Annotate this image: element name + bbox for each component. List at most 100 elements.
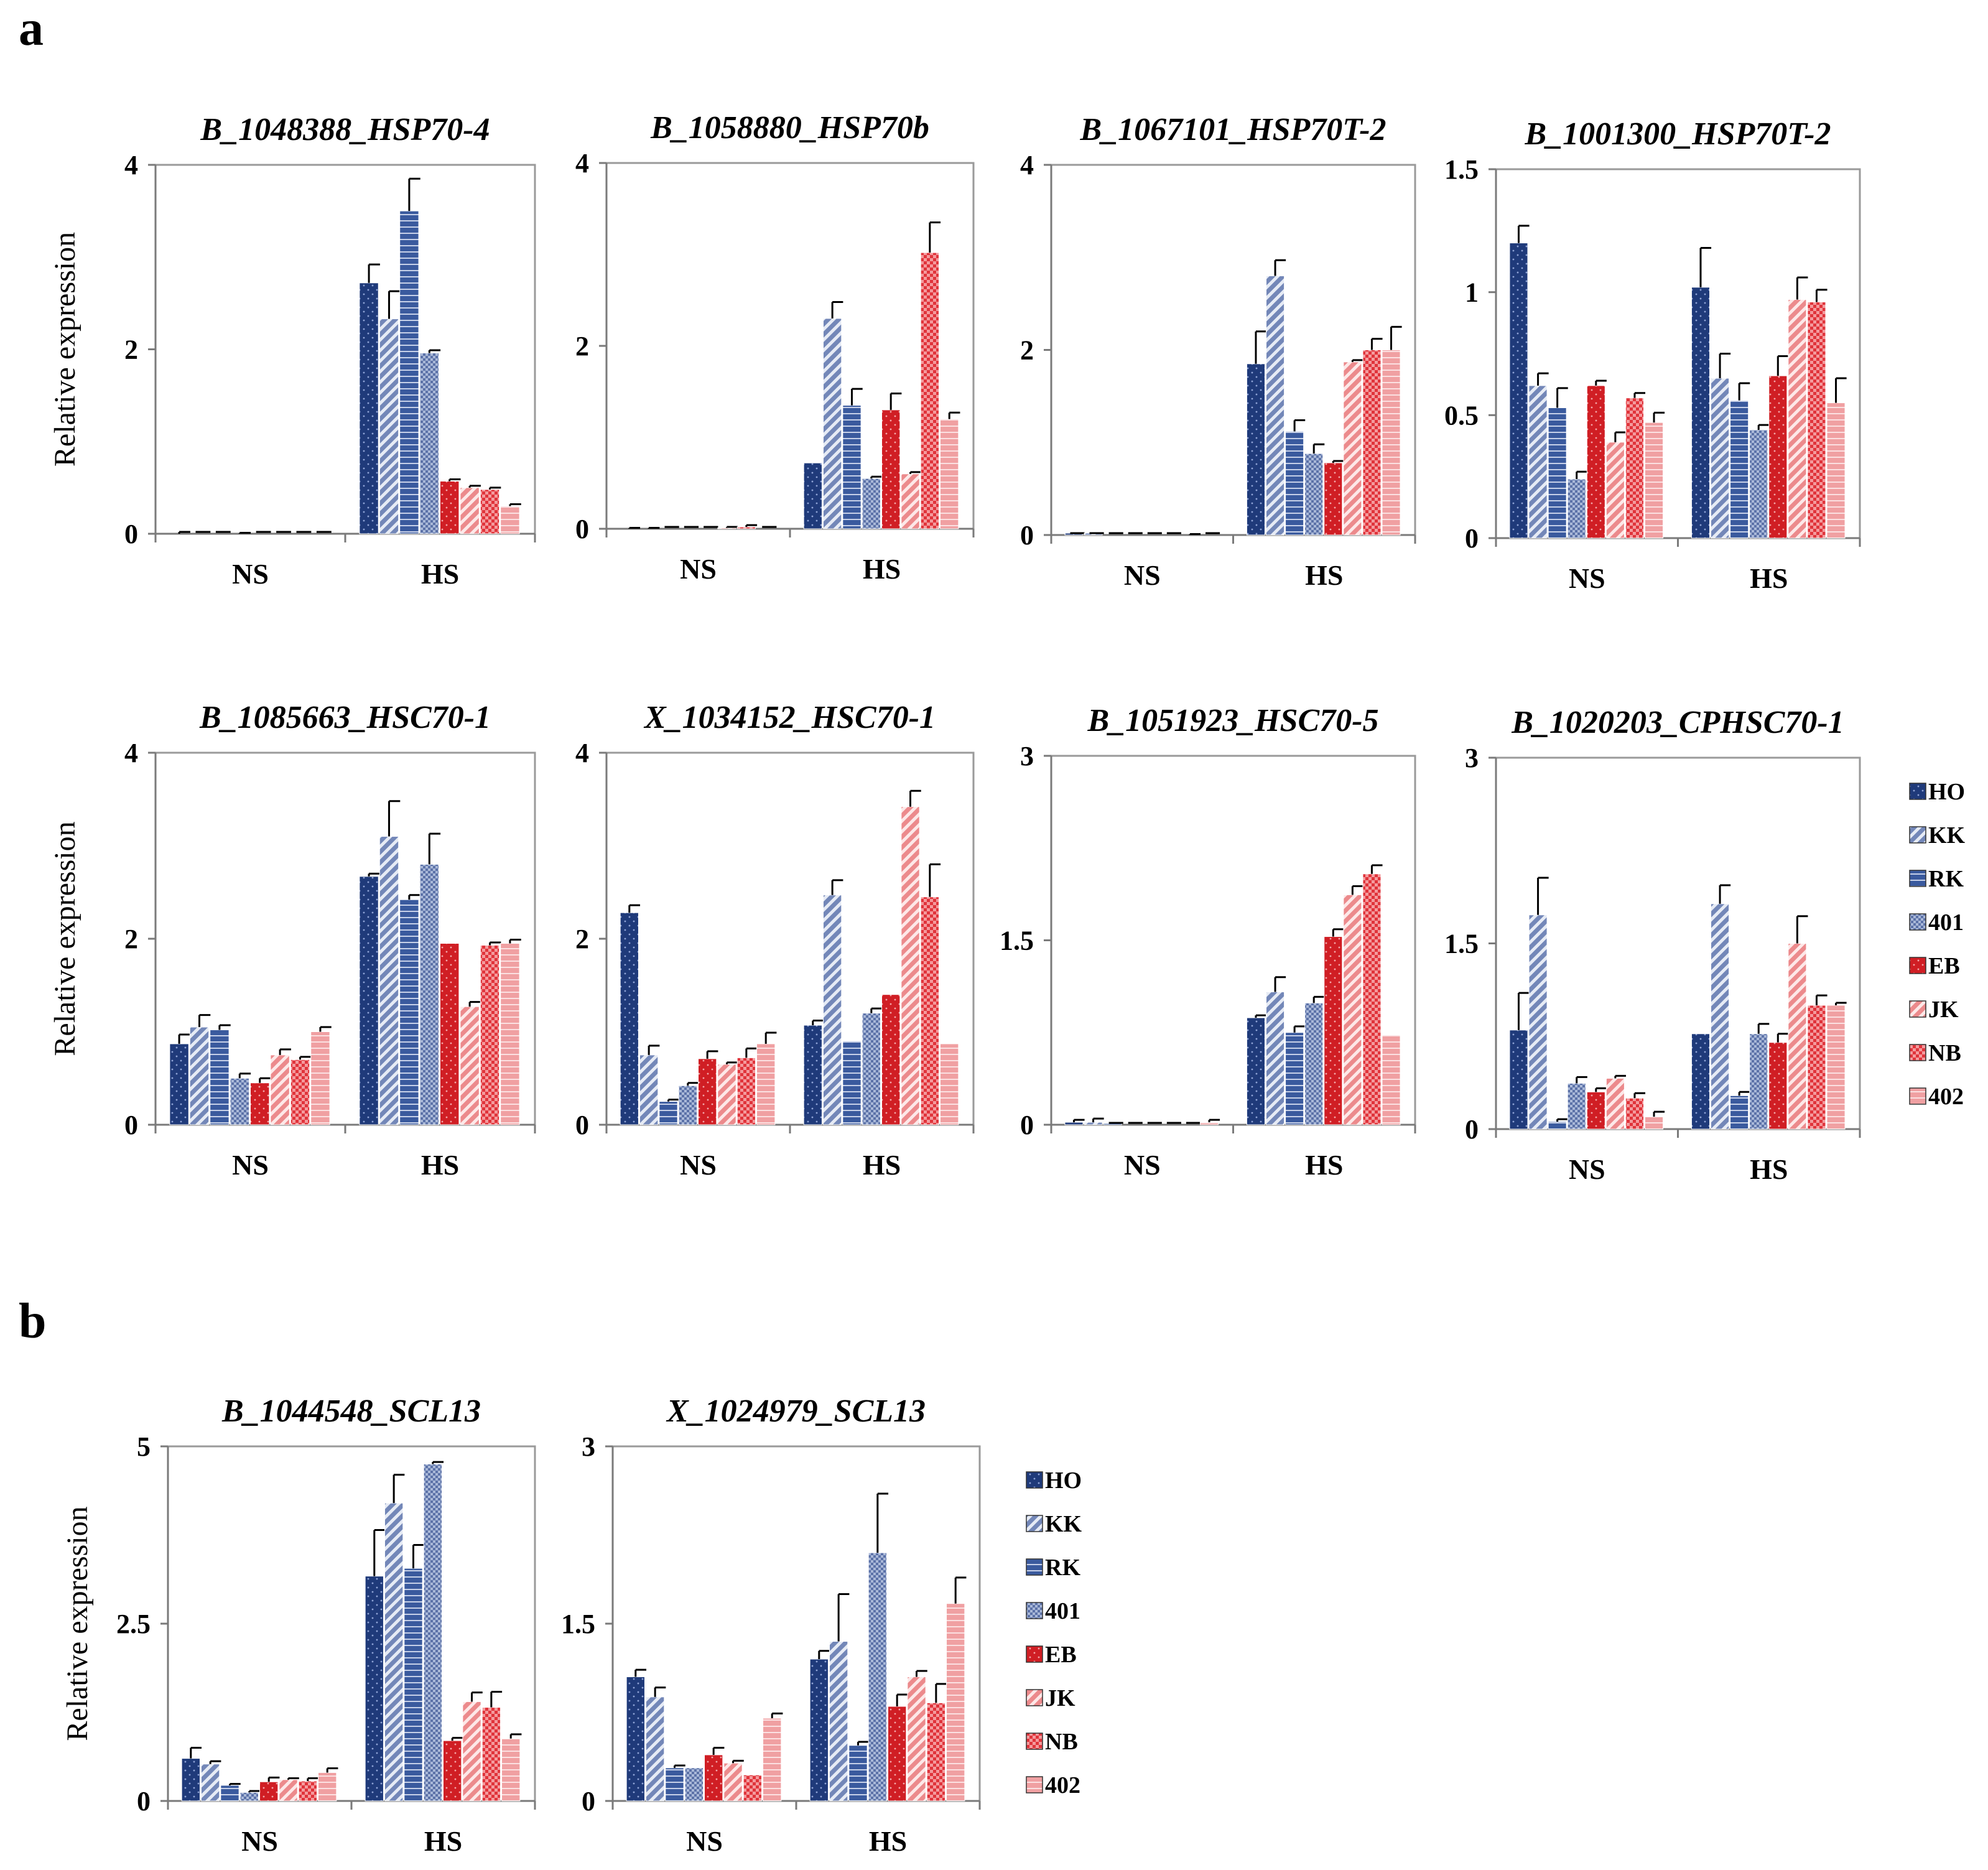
legend-label-RK: RK [1928, 866, 1964, 892]
y-tick-label: 4 [1020, 150, 1034, 180]
legend-label-401: 401 [1045, 1598, 1080, 1624]
bar-NS-NB [743, 1774, 763, 1802]
bar-NS-402 [1199, 1122, 1219, 1125]
y-axis-label: Relative expression [49, 821, 81, 1056]
chart-10: 0 1.5 3 NS HS X_1024979_SCL13 [561, 1393, 981, 1857]
bar-HS-RK [1730, 1095, 1749, 1130]
y-tick-label: 2.5 [116, 1609, 151, 1639]
y-tick-label: 0 [124, 1110, 138, 1140]
legend-swatch-EB [1026, 1645, 1043, 1663]
y-tick-label: 4 [575, 148, 589, 179]
bar-NS-RK [1548, 407, 1567, 539]
bar-HS-HO [803, 1025, 822, 1125]
bar-HS-JK [462, 1701, 481, 1802]
chart-title: X_1034152_HSC70-1 [643, 700, 936, 735]
x-category-label: HS [1305, 1149, 1343, 1181]
x-category-label: HS [421, 1149, 459, 1181]
y-tick-label: 0.5 [1444, 400, 1479, 430]
bar-NS-KK [1528, 385, 1548, 539]
chart-title: B_1020203_CPHSC70-1 [1511, 705, 1844, 740]
bar-HS-HO [1691, 1033, 1711, 1130]
bar-HS-RK [842, 1040, 862, 1125]
bar-NS-HO [1064, 1122, 1084, 1125]
bar-NS-JK [723, 1762, 743, 1802]
x-category-label: HS [424, 1825, 462, 1857]
y-tick-label: 0 [124, 519, 138, 549]
bar-HS-401 [862, 1013, 881, 1125]
bar-HS-JK [1343, 894, 1362, 1125]
bar-HS-EB [888, 1706, 907, 1802]
legend-swatch-HO [1909, 783, 1926, 800]
bar-HS-JK [460, 1006, 480, 1125]
legend-swatch-JK [1909, 1000, 1926, 1018]
bar-HS-EB [1324, 462, 1343, 536]
bar-HS-401 [1304, 453, 1324, 536]
legend-label-HO: HO [1928, 779, 1965, 805]
x-category-label: NS [241, 1825, 278, 1857]
chart-title: B_1058880_HSP70b [650, 110, 929, 146]
bar-NS-HO [169, 1043, 189, 1125]
bar-NS-EB [698, 1058, 717, 1125]
y-tick-label: 0 [575, 1110, 589, 1140]
legend-swatch-KK [1026, 1515, 1043, 1532]
bar-HS-RK [1730, 400, 1749, 539]
x-category-label: NS [232, 1149, 269, 1181]
bar-NS-NB [298, 1780, 318, 1802]
bar-NS-JK [279, 1779, 298, 1802]
bar-HS-NB [480, 489, 500, 534]
bar-HS-401 [423, 1464, 442, 1802]
bar-HS-402 [1826, 1005, 1846, 1130]
x-category-label: NS [1569, 1153, 1605, 1185]
chart-title: B_1044548_SCL13 [221, 1393, 481, 1429]
bar-NS-KK [200, 1764, 220, 1802]
bar-NS-NB [736, 526, 756, 529]
legend-swatch-KK [1909, 826, 1926, 844]
bar-HS-NB [1362, 873, 1382, 1125]
y-tick-label: 1.5 [1444, 929, 1479, 959]
y-tick-label: 1.5 [1444, 154, 1479, 185]
bar-NS-RK [210, 1030, 230, 1125]
x-category-label: HS [1750, 1153, 1788, 1185]
bar-HS-KK [1711, 378, 1730, 539]
bar-HS-EB [881, 409, 901, 529]
bar-NS-EB [704, 1754, 723, 1802]
bar-HS-402 [1382, 1035, 1401, 1125]
bar-NS-HO [181, 1758, 200, 1802]
bar-NS-JK [717, 1064, 736, 1125]
bar-HS-NB [1807, 1005, 1826, 1130]
y-tick-label: 0 [137, 1786, 151, 1817]
bar-HS-JK [1343, 361, 1362, 536]
bar-HS-402 [1382, 350, 1401, 536]
x-category-label: HS [1750, 562, 1788, 594]
bar-HS-RK [399, 899, 419, 1125]
bar-NS-KK [645, 1696, 665, 1802]
x-category-label: NS [232, 558, 269, 590]
bar-HS-401 [868, 1552, 887, 1802]
bar-NS-402 [763, 1718, 782, 1802]
chart-9: 0 2.5 5 NS HS B_1044548_SCL13 Relative express… [61, 1393, 536, 1857]
bar-HS-NB [920, 896, 940, 1125]
bar-NS-401 [684, 1767, 704, 1802]
y-tick-label: 2 [124, 924, 138, 954]
bar-HS-JK [460, 487, 480, 534]
chart-title: B_1051923_HSC70-5 [1087, 703, 1378, 738]
y-tick-label: 3 [582, 1431, 595, 1462]
bar-HS-HO [359, 282, 379, 534]
y-tick-label: 1.5 [1000, 926, 1034, 956]
y-tick-label: 0 [1020, 520, 1034, 551]
bar-HS-402 [1826, 402, 1846, 539]
legend-swatch-402 [1026, 1776, 1043, 1793]
bar-HS-HO [809, 1658, 829, 1802]
bar-NS-402 [756, 1043, 776, 1125]
bar-NS-NB [1625, 1097, 1644, 1130]
bar-HS-402 [946, 1603, 965, 1802]
bar-HS-EB [443, 1740, 462, 1802]
chart-6: 0 2 4 NS HS X_1034152_HSC70-1 [575, 700, 975, 1181]
legend-label-JK: JK [1928, 997, 1959, 1023]
bar-NS-RK [659, 1101, 678, 1125]
chart-2: 0 2 4 NS HS B_1058880_HSP70b [575, 110, 975, 585]
bar-HS-HO [803, 462, 822, 529]
y-tick-label: 4 [124, 150, 138, 180]
bar-NS-401 [239, 1792, 259, 1802]
y-tick-label: 0 [575, 514, 589, 544]
